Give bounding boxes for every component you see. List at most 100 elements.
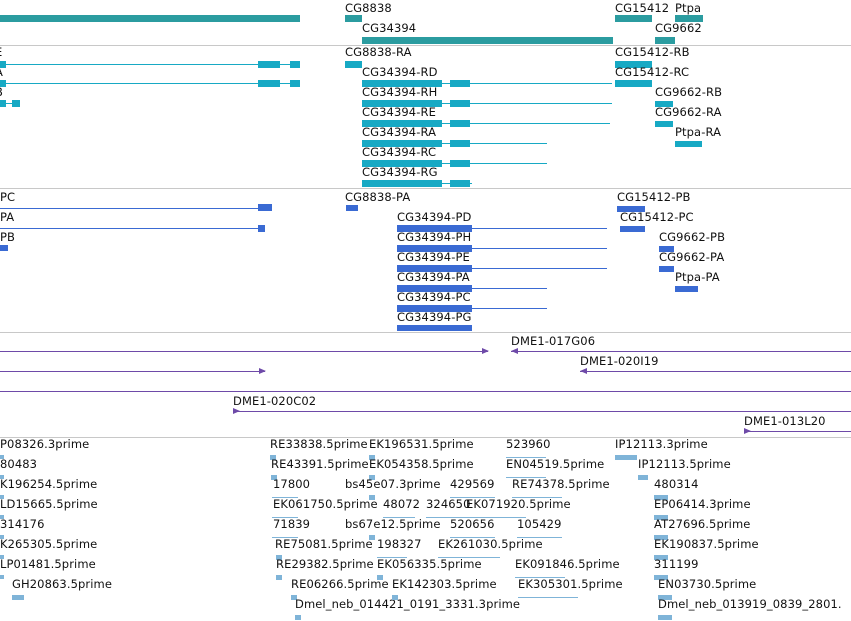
protein-label[interactable]: PA: [0, 210, 15, 224]
est-label[interactable]: bs45e07.3prime: [345, 477, 441, 491]
est-label[interactable]: 80483: [0, 457, 38, 471]
est-label[interactable]: 523960: [506, 438, 551, 451]
est-label[interactable]: GH20863.5prime: [12, 577, 113, 591]
est-glyph[interactable]: [270, 455, 276, 460]
est-label[interactable]: 429569: [450, 477, 495, 491]
protein-cds[interactable]: [620, 226, 645, 232]
transcript-exon[interactable]: [362, 180, 442, 187]
est-line[interactable]: [383, 517, 415, 518]
est-glyph[interactable]: [369, 495, 375, 500]
est-label[interactable]: 17800: [273, 477, 311, 491]
protein-cds[interactable]: [397, 285, 472, 292]
est-label[interactable]: K265305.5prime: [0, 537, 98, 551]
est-label[interactable]: 71839: [273, 517, 311, 531]
clone-line[interactable]: [511, 351, 851, 352]
transcript-exon[interactable]: [362, 120, 442, 127]
protein-label[interactable]: CG15412-PC: [620, 210, 694, 224]
transcript-exon[interactable]: [615, 80, 652, 87]
protein-label[interactable]: PB: [0, 230, 16, 244]
est-line[interactable]: [466, 517, 526, 518]
gene-label[interactable]: CG8838: [345, 1, 392, 15]
transcript-exon[interactable]: [0, 100, 6, 107]
est-line[interactable]: [506, 477, 546, 478]
est-label[interactable]: AT27696.5prime: [654, 517, 751, 531]
est-label[interactable]: LD15665.5prime: [0, 497, 98, 511]
est-line[interactable]: [377, 557, 407, 558]
transcript-exon[interactable]: [655, 101, 673, 107]
protein-label[interactable]: CG34394-PE: [397, 250, 470, 264]
est-label[interactable]: K196254.5prime: [0, 477, 98, 491]
gene-glyph-ptpa[interactable]: [675, 15, 703, 22]
est-glyph[interactable]: [0, 475, 4, 479]
est-label[interactable]: RE74378.5prime: [512, 477, 610, 491]
protein-cds[interactable]: [397, 225, 472, 232]
est-glyph[interactable]: [0, 495, 4, 499]
transcript-label[interactable]: CG34394-RA: [362, 125, 437, 139]
est-glyph[interactable]: [654, 555, 668, 560]
protein-cds[interactable]: [617, 206, 645, 212]
est-label[interactable]: 311199: [654, 557, 699, 571]
est-glyph[interactable]: [658, 595, 672, 600]
protein-cds[interactable]: [258, 204, 272, 211]
transcript-exon[interactable]: [450, 80, 470, 87]
est-line[interactable]: [517, 537, 562, 538]
est-glyph[interactable]: [369, 535, 375, 540]
est-label[interactable]: EK091846.5prime: [515, 557, 620, 571]
est-label[interactable]: IP12113.5prime: [638, 457, 731, 471]
est-label[interactable]: EK142303.5prime: [392, 577, 497, 591]
protein-cds[interactable]: [0, 245, 8, 251]
transcript-exon[interactable]: [615, 61, 652, 68]
est-label[interactable]: EK261030.5prime: [438, 537, 543, 551]
clone-line[interactable]: [233, 411, 851, 412]
gene-label[interactable]: CG15412: [615, 1, 670, 15]
est-label[interactable]: EK056335.5prime: [377, 557, 482, 571]
protein-label[interactable]: CG9662-PA: [659, 250, 725, 264]
protein-label[interactable]: PC: [0, 190, 16, 204]
transcript-label[interactable]: A: [0, 66, 3, 79]
est-line[interactable]: [450, 537, 495, 538]
transcript-exon[interactable]: [450, 160, 470, 167]
est-label[interactable]: 520656: [450, 517, 495, 531]
transcript-label[interactable]: CG9662-RA: [655, 105, 722, 119]
est-label[interactable]: IP12113.3prime: [615, 438, 708, 451]
est-label[interactable]: EN03730.5prime: [658, 577, 757, 591]
gene-label[interactable]: Ptpa: [675, 1, 702, 15]
est-glyph[interactable]: [654, 515, 668, 520]
transcript-exon[interactable]: [450, 120, 470, 127]
est-glyph[interactable]: [291, 595, 297, 600]
est-label[interactable]: 198327: [377, 537, 422, 551]
est-line[interactable]: [272, 537, 298, 538]
transcript-exon[interactable]: [258, 61, 280, 68]
est-glyph[interactable]: [658, 615, 672, 620]
gene-label[interactable]: CG34394: [362, 21, 417, 35]
transcript-exon[interactable]: [362, 80, 442, 87]
est-label[interactable]: Dmel_neb_014421_0191_3331.3prime: [295, 597, 521, 611]
protein-label[interactable]: CG34394-PA: [397, 270, 470, 284]
est-line[interactable]: [426, 517, 466, 518]
est-label[interactable]: EK071920.5prime: [466, 497, 571, 511]
transcript-exon[interactable]: [290, 80, 300, 87]
est-glyph[interactable]: [654, 535, 668, 540]
est-line[interactable]: [515, 577, 565, 578]
clone-label[interactable]: DME1-013L20: [744, 414, 826, 428]
gene-label[interactable]: CG9662: [655, 21, 702, 35]
est-glyph[interactable]: [0, 515, 4, 519]
est-label[interactable]: Dmel_neb_013919_0839_2801.: [658, 597, 842, 611]
est-label[interactable]: RE06266.5prime: [291, 577, 389, 591]
transcript-label[interactable]: CG34394-RC: [362, 145, 437, 159]
est-label[interactable]: RE29382.5prime: [276, 557, 374, 571]
est-label[interactable]: RE75081.5prime: [275, 537, 373, 551]
transcript-label[interactable]: E: [0, 46, 2, 59]
est-glyph[interactable]: [377, 575, 383, 580]
transcript-exon[interactable]: [655, 121, 673, 127]
clone-line[interactable]: [0, 391, 851, 392]
est-glyph[interactable]: [0, 575, 4, 579]
protein-cds[interactable]: [397, 305, 472, 312]
protein-label[interactable]: CG9662-PB: [659, 230, 726, 244]
transcript-label[interactable]: Ptpa-RA: [675, 125, 722, 139]
est-label[interactable]: P08326.3prime: [0, 438, 90, 451]
est-label[interactable]: 480314: [654, 477, 699, 491]
est-glyph[interactable]: [0, 455, 4, 459]
clone-line[interactable]: [744, 431, 851, 432]
transcript-exon[interactable]: [675, 141, 702, 147]
